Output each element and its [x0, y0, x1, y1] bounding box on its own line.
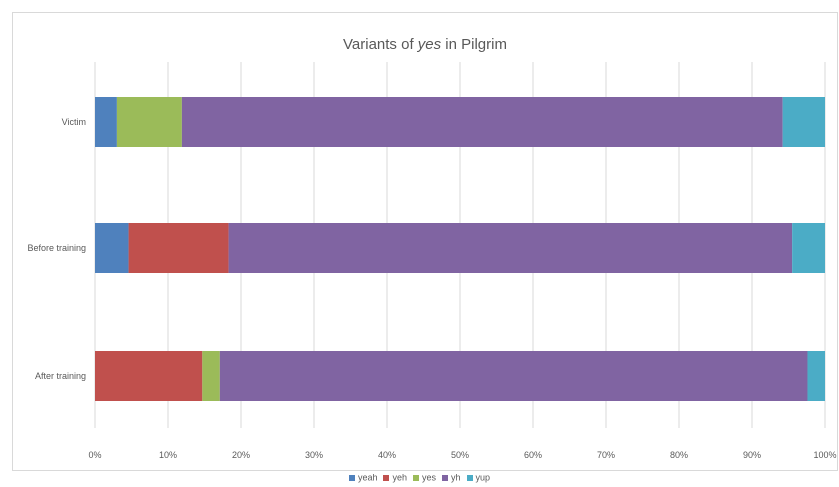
legend-label: yes [422, 472, 437, 483]
bar-segment-yh [181, 97, 783, 147]
bar-segment-yup [792, 223, 825, 273]
legend-item-yes: yes [413, 472, 436, 483]
category-label: Victim [62, 117, 86, 127]
legend-swatch [383, 474, 390, 481]
category-label: After training [35, 371, 86, 381]
bar-segment-yeh [128, 223, 229, 273]
chart-title: Variants of yes in Pilgrim [13, 36, 837, 53]
category-label: Before training [27, 243, 86, 253]
chart-title-emphasis: yes [417, 36, 442, 53]
x-tick-label: 30% [305, 450, 323, 460]
x-tick-label: 100% [813, 450, 836, 460]
x-tick-label: 50% [451, 450, 469, 460]
legend-swatch [442, 474, 449, 481]
legend-item-yeh: yeh [383, 472, 407, 483]
legend-label: yh [451, 472, 461, 483]
x-tick-label: 90% [743, 450, 761, 460]
x-tick-label: 10% [159, 450, 177, 460]
legend-swatch [348, 474, 355, 481]
bar-segment-yup [782, 97, 825, 147]
bar-segment-yh [228, 223, 793, 273]
x-tick-label: 80% [670, 450, 688, 460]
legend-label: yup [475, 472, 491, 483]
legend-label: yeh [392, 472, 407, 483]
bar-segment-yeah [95, 97, 117, 147]
bar-segment-yeah [95, 223, 129, 273]
bar-segment-yes [116, 97, 182, 147]
x-tick-label: 60% [524, 450, 542, 460]
x-tick-label: 70% [597, 450, 615, 460]
legend-swatch [413, 474, 419, 481]
x-tick-label: 40% [378, 450, 396, 460]
x-tick-label: 20% [232, 450, 250, 460]
bar-segment-yeh [95, 351, 203, 401]
x-tick-label: 0% [88, 450, 101, 460]
bar-segment-yh [219, 351, 808, 401]
legend-item-yup: yup [466, 472, 491, 483]
legend-label: yeah [357, 472, 378, 483]
bar-segment-yup [807, 351, 825, 401]
legend-item-yh: yh [442, 472, 461, 483]
bar-segment-yes [202, 351, 220, 401]
chart-title-suffix: in Pilgrim [441, 36, 507, 53]
legend: yeah yeh yes yh yup [0, 472, 839, 483]
chart-title-prefix: Variants of [343, 36, 418, 53]
legend-item-yeah: yeah [348, 472, 378, 483]
legend-swatch [466, 474, 473, 481]
